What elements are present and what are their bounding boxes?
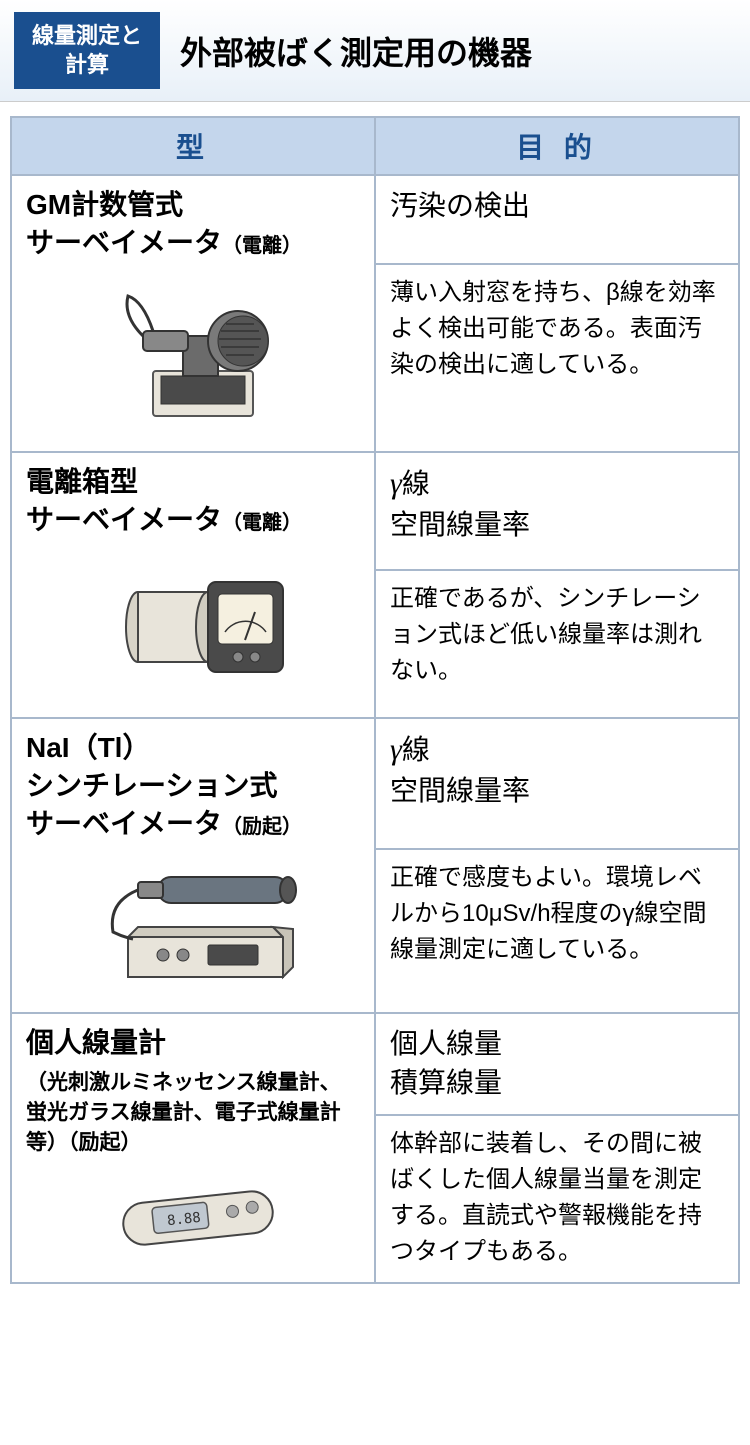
page-title: 外部被ばく測定用の機器 <box>180 28 532 74</box>
purpose-title-cell: 汚染の検出 <box>375 175 739 264</box>
dosimeter-icon: 8.88 <box>26 1159 360 1272</box>
table-row: NaI（Tl） シンチレーション式 サーベイメータ（励起） <box>11 718 739 848</box>
purpose-desc-cell: 正確であるが、シンチレーション式ほど低い線量率は測れない。 <box>375 570 739 719</box>
purpose-line2: 積算線量 <box>390 1067 502 1098</box>
badge-line2: 計算 <box>65 52 109 77</box>
purpose-desc: 正確であるが、シンチレーション式ほど低い線量率は測れない。 <box>390 581 724 689</box>
purpose-desc: 正確で感度もよい。環境レベルから10μSv/h程度のγ線空間線量測定に適している… <box>390 860 724 968</box>
purpose-title-cell: γ線 空間線量率 <box>375 718 739 848</box>
type-name: NaI（Tl） シンチレーション式 サーベイメータ（励起） <box>26 729 360 842</box>
type-line3: サーベイメータ <box>26 808 222 839</box>
type-sub: （電離） <box>222 235 302 257</box>
purpose-title: 個人線量 積算線量 <box>390 1024 724 1102</box>
table-row: 電離箱型 サーベイメータ（電離） <box>11 452 739 570</box>
type-line1: 電離箱型 <box>26 466 138 497</box>
type-line1: NaI（Tl） <box>26 732 150 763</box>
table-container: 型 目 的 GM計数管式 サーベイメータ（電離） <box>0 102 750 1294</box>
purpose-rest: 線 <box>402 468 430 499</box>
purpose-rest: 線 <box>402 734 430 765</box>
type-cell-gm: GM計数管式 サーベイメータ（電離） <box>11 175 375 452</box>
type-sub-multi: （光刺激ルミネッセンス線量計、蛍光ガラス線量計、電子式線量計等）（励起） <box>26 1068 360 1159</box>
type-line1: GM計数管式 <box>26 189 183 220</box>
ion-chamber-icon <box>26 544 360 707</box>
type-name: 個人線量計 <box>26 1024 360 1062</box>
table-row: 個人線量計 （光刺激ルミネッセンス線量計、蛍光ガラス線量計、電子式線量計等）（励… <box>11 1013 739 1115</box>
gamma-symbol: γ <box>390 467 402 500</box>
type-cell-personal: 個人線量計 （光刺激ルミネッセンス線量計、蛍光ガラス線量計、電子式線量計等）（励… <box>11 1013 375 1283</box>
gamma-symbol: γ <box>390 733 402 766</box>
table-header-row: 型 目 的 <box>11 117 739 175</box>
instruments-table: 型 目 的 GM計数管式 サーベイメータ（電離） <box>10 116 740 1284</box>
purpose-desc: 薄い入射窓を持ち、β線を効率よく検出可能である。表面汚染の検出に適している。 <box>390 275 724 383</box>
nai-meter-icon <box>26 849 360 1002</box>
type-name: GM計数管式 サーベイメータ（電離） <box>26 186 360 262</box>
badge-line1: 線量測定と <box>32 23 142 48</box>
gm-meter-icon <box>26 268 360 441</box>
purpose-title-cell: 個人線量 積算線量 <box>375 1013 739 1115</box>
type-sub: （電離） <box>222 512 302 534</box>
col-type: 型 <box>11 117 375 175</box>
type-cell-nai: NaI（Tl） シンチレーション式 サーベイメータ（励起） <box>11 718 375 1012</box>
type-line1: 個人線量計 <box>26 1027 166 1058</box>
type-line2: サーベイメータ <box>26 227 222 258</box>
purpose-title-cell: γ線 空間線量率 <box>375 452 739 570</box>
type-line2: サーベイメータ <box>26 504 222 535</box>
purpose-desc-cell: 体幹部に装着し、その間に被ばくした個人線量当量を測定する。直読式や警報機能を持つ… <box>375 1115 739 1283</box>
type-line2: シンチレーション式 <box>26 770 277 801</box>
purpose-line1: 個人線量 <box>390 1028 502 1059</box>
purpose-title: 汚染の検出 <box>390 186 724 225</box>
type-sub: （励起） <box>222 816 302 838</box>
purpose-title: γ線 空間線量率 <box>390 463 724 544</box>
purpose-line2: 空間線量率 <box>390 775 530 806</box>
col-purpose: 目 的 <box>375 117 739 175</box>
purpose-desc-cell: 正確で感度もよい。環境レベルから10μSv/h程度のγ線空間線量測定に適している… <box>375 849 739 1013</box>
purpose-desc-cell: 薄い入射窓を持ち、β線を効率よく検出可能である。表面汚染の検出に適している。 <box>375 264 739 452</box>
purpose-line2: 空間線量率 <box>390 509 530 540</box>
page-header: 線量測定と 計算 外部被ばく測定用の機器 <box>0 0 750 102</box>
purpose-title: γ線 空間線量率 <box>390 729 724 810</box>
purpose-desc: 体幹部に装着し、その間に被ばくした個人線量当量を測定する。直読式や警報機能を持つ… <box>390 1126 724 1270</box>
type-cell-ion: 電離箱型 サーベイメータ（電離） <box>11 452 375 719</box>
type-name: 電離箱型 サーベイメータ（電離） <box>26 463 360 539</box>
category-badge: 線量測定と 計算 <box>14 12 160 89</box>
table-row: GM計数管式 サーベイメータ（電離） <box>11 175 739 264</box>
